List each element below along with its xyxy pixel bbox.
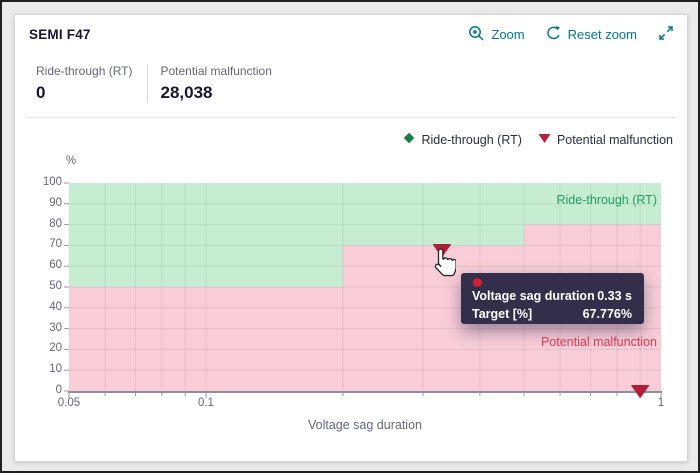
tooltip-target-value: 67.776% [582, 307, 632, 321]
chart-toolbar: Zoom Reset zoom [468, 24, 675, 45]
diamond-icon [403, 132, 415, 147]
tooltip-marker-dot-icon [473, 278, 482, 287]
kpi-ride-through-value: 0 [36, 83, 46, 102]
legend-item-ride-through[interactable]: Ride-through (RT) [403, 132, 522, 147]
region-potential-malfunction[interactable] [69, 224, 661, 391]
zoom-button[interactable]: Zoom [468, 25, 525, 45]
reset-zoom-icon [545, 25, 562, 45]
kpi-ride-through-label: Ride-through (RT) [36, 64, 133, 78]
triangle-down-icon [538, 133, 551, 147]
kpi-potential-malfunction-value: 28,038 [160, 83, 213, 102]
reset-zoom-button[interactable]: Reset zoom [545, 25, 637, 45]
tooltip-target-label: Target [%] [472, 307, 533, 321]
legend-item-label: Potential malfunction [556, 132, 673, 147]
tooltip-duration-label: Voltage sag duration [472, 289, 595, 303]
chart-tooltip: Voltage sag duration 0.33 s Target [%] 6… [461, 273, 644, 324]
marker-triangle-down[interactable] [631, 385, 650, 398]
kpi-potential-malfunction: Potential malfunction 28,038 [147, 64, 286, 103]
zoom-button-label: Zoom [491, 27, 525, 42]
page-title: SEMI F47 [29, 27, 91, 42]
expand-icon [657, 24, 675, 45]
chart-legend: Ride-through (RT) Potential malfunction [403, 132, 673, 147]
kpi-potential-malfunction-label: Potential malfunction [160, 64, 272, 78]
expand-button[interactable] [657, 24, 675, 45]
kpi-row: Ride-through (RT) 0 Potential malfunctio… [36, 64, 287, 103]
tooltip-row-duration: Voltage sag duration 0.33 s [472, 287, 632, 305]
legend-item-label: Ride-through (RT) [421, 132, 522, 147]
legend-item-potential-malfunction[interactable]: Potential malfunction [538, 133, 673, 147]
tooltip-row-target: Target [%] 67.776% [472, 305, 632, 323]
reset-zoom-button-label: Reset zoom [567, 27, 637, 42]
semi-f47-card: SEMI F47 Zoom Reset zoom [14, 14, 688, 462]
header-divider [26, 117, 676, 118]
kpi-ride-through: Ride-through (RT) 0 [36, 64, 147, 103]
zoom-in-icon [468, 25, 485, 45]
semi-f47-chart[interactable] [15, 15, 687, 461]
tooltip-duration-value: 0.33 s [597, 289, 632, 303]
